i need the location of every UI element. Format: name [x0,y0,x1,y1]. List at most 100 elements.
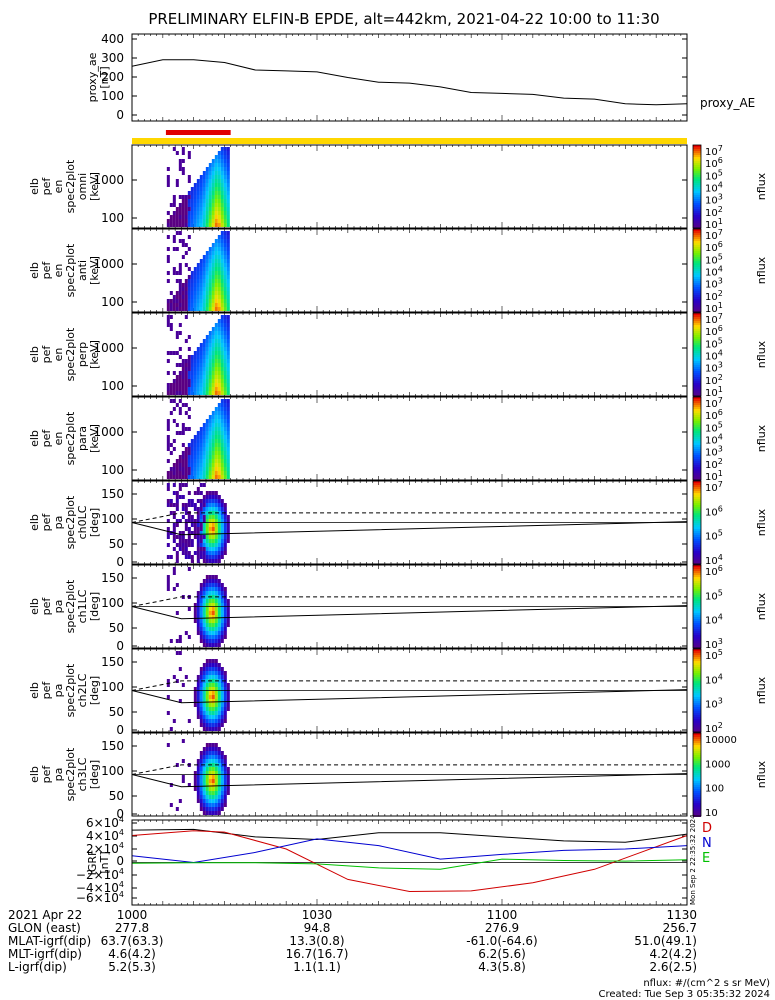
flux-cell [208,507,212,511]
flux-cell [208,259,212,263]
flux-cell [199,667,203,671]
flux-cell [208,279,212,283]
flux-cell [202,623,206,627]
flux-cell [202,387,206,391]
colorbar-step [693,501,701,503]
flux-cell [196,799,200,803]
flux-cell [190,295,194,299]
flux-cell [226,603,230,607]
flux-cell [187,543,191,547]
flux-cell [208,247,212,251]
flux-cell [211,627,215,631]
flux-cell [196,223,200,227]
flux-cell [214,675,218,679]
flux-cell [205,779,209,783]
flux-cell [205,771,209,775]
flux-cell [214,691,218,695]
flux-cell [226,255,230,259]
flux-cell [208,755,212,759]
flux-cell [196,355,200,359]
colorbar-exponent: 1 [718,385,723,394]
colorbar-step [693,369,701,371]
ylabel-line: pef [40,765,53,784]
flux-cell [205,767,209,771]
flux-cell [193,211,197,215]
flux-cell [181,683,185,687]
flux-cell [208,535,212,539]
flux-cell [217,155,221,159]
flux-cell [205,795,209,799]
flux-cell [205,295,209,299]
colorbar-step [693,509,701,511]
colorbar-step [693,505,701,507]
flux-cell [223,179,227,183]
flux-cell [217,195,221,199]
flux-cell [199,303,203,307]
flux-cell [223,323,227,327]
flux-cell [208,455,212,459]
flux-cell [217,539,221,543]
flux-cell [226,279,230,283]
flux-cell [208,579,212,583]
flux-cell [193,703,197,707]
colorbar-step [693,503,701,505]
flux-cell [175,763,179,767]
colorbar-step [693,777,701,779]
flux-cell [214,551,218,555]
flux-cell [196,511,200,515]
flux-cell [202,755,206,759]
colorbar-step [693,409,701,411]
flux-cell [223,791,227,795]
colorbar-label: nflux [755,676,768,704]
flux-cell [214,799,218,803]
colorbar-step [693,615,701,617]
flux-cell [196,683,200,687]
flux-cell [220,299,224,303]
colorbar-step [693,535,701,537]
flux-cell [223,187,227,191]
flux-cell [220,751,224,755]
flux-cell [178,163,182,167]
flux-cell [208,363,212,367]
flux-cell [181,459,185,463]
flux-cell [196,347,200,351]
flux-cell [214,359,218,363]
colorbar-step [693,557,701,559]
colorbar-step [693,415,701,417]
colorbar-step [693,577,701,579]
flux-cell [208,671,212,675]
flux-cell [184,243,188,247]
colorbar-step [693,677,701,679]
flux-cell [208,251,212,255]
flux-cell [181,379,185,383]
flux-cell [196,695,200,699]
colorbar-exponent: 6 [718,156,723,165]
flux-cell [217,543,221,547]
flux-cell [217,751,221,755]
flux-cell [217,407,221,411]
flux-cell [202,803,206,807]
igrf-legend-D: D [702,821,712,836]
flux-cell [193,471,197,475]
flux-cell [220,531,224,535]
flux-cell [202,431,206,435]
flux-cell [211,683,215,687]
colorbar-step [693,163,701,165]
flux-cell [223,423,227,427]
flux-cell [196,775,200,779]
flux-cell [193,691,197,695]
flux-cell [169,531,173,535]
colorbar-step [693,321,701,323]
flux-cell [226,707,230,711]
colorbar-step [693,497,701,499]
flux-cell [175,219,179,223]
flux-cell [202,603,206,607]
flux-cell [211,383,215,387]
flux-cell [181,451,185,455]
flux-cell [208,175,212,179]
flux-cell [217,387,221,391]
flux-cell [211,523,215,527]
flux-cell [226,415,230,419]
flux-cell [199,435,203,439]
